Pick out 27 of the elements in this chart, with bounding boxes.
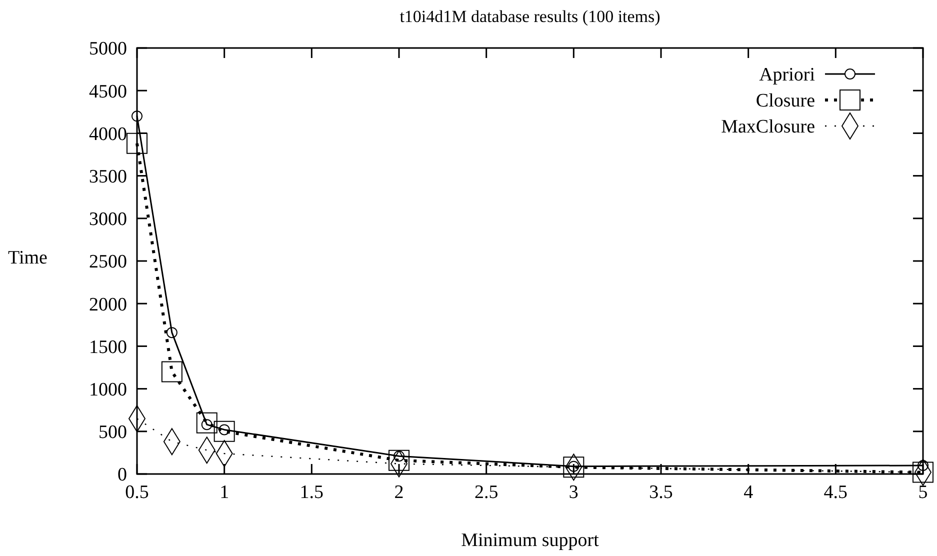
legend-label: MaxClosure: [721, 116, 815, 138]
y-tick-label: 500: [98, 422, 127, 444]
x-tick-label: 1.5: [300, 482, 324, 503]
y-tick-label: 1000: [89, 379, 127, 400]
x-tick-label: 3: [568, 482, 578, 503]
x-tick-label: 5: [918, 482, 928, 503]
y-tick-label: 1500: [89, 336, 127, 358]
y-axis-title: Time: [8, 248, 48, 269]
x-tick-label: 4.5: [824, 482, 848, 503]
y-tick-label: 2000: [89, 294, 127, 316]
y-tick-label: 3500: [89, 166, 127, 188]
y-tick-label: 2500: [89, 252, 127, 273]
y-tick-label: 0: [118, 464, 127, 486]
legend-label: Apriori: [759, 64, 815, 86]
y-tick-label: 5000: [89, 38, 127, 60]
y-tick-label: 4000: [89, 124, 127, 145]
x-axis-title: Minimum support: [461, 530, 600, 551]
y-tick-label: 4500: [89, 81, 127, 102]
x-tick-label: 2.5: [474, 482, 498, 503]
x-tick-label: 1: [220, 482, 230, 503]
x-tick-label: 0.5: [125, 482, 149, 503]
y-tick-label: 3000: [89, 209, 127, 230]
x-tick-label: 2: [394, 482, 404, 503]
x-tick-label: 3.5: [649, 482, 673, 503]
chart-title: t10i4d1M database results (100 items): [400, 7, 660, 26]
legend-label: Closure: [756, 90, 815, 112]
x-tick-label: 4: [744, 482, 754, 503]
